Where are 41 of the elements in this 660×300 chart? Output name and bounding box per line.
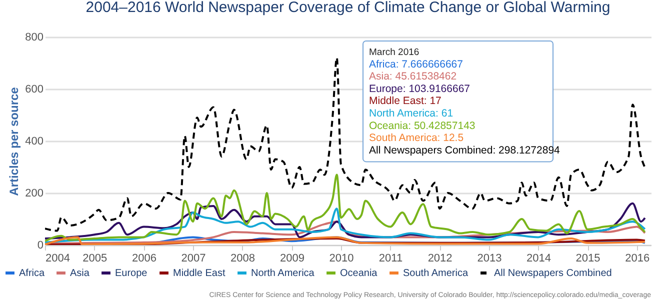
- annotation: Middle East: 17: [369, 95, 442, 108]
- x-tick-label: 2009: [280, 252, 304, 264]
- legend-label: North America: [251, 268, 315, 279]
- legend-label: South America: [403, 268, 468, 279]
- y-tick-label: 800: [25, 32, 44, 44]
- legend-label: Middle East: [173, 268, 226, 279]
- chart-title: 2004–2016 World Newspaper Coverage of Climate Change or Global Warming: [86, 0, 610, 16]
- y-tick-label: 600: [25, 84, 44, 96]
- annotation: March 2016: [369, 47, 420, 58]
- annotation: Asia: 45.61538462: [369, 70, 457, 83]
- y-axis-title: Articles per source: [7, 86, 22, 196]
- line-series: [45, 174, 646, 242]
- legend-label: Europe: [115, 268, 148, 279]
- legend-label: All Newspapers Combined: [494, 268, 612, 279]
- line-series: [45, 202, 646, 240]
- x-tick-label: 2012: [428, 252, 452, 264]
- x-tick-label: 2007: [181, 252, 206, 264]
- y-tick-label: 200: [25, 188, 44, 200]
- annotation: All Newspapers Combined: 298.1272894: [369, 144, 560, 156]
- x-tick-label: 2008: [230, 252, 256, 264]
- y-tick-label: 400: [25, 136, 44, 148]
- annotation: Europe: 103.9166667: [369, 82, 470, 95]
- annotation: Africa: 7.666666667: [369, 58, 464, 70]
- x-tick-label: 2010: [329, 252, 354, 264]
- annotation: South America: 12.5: [369, 132, 464, 144]
- x-tick-label: 2004: [46, 252, 70, 264]
- x-tick-label: 2005: [82, 252, 108, 264]
- y-tick-label: 0: [37, 240, 44, 252]
- x-tick-label: 2015: [576, 252, 600, 264]
- x-tick-label: 2006: [132, 252, 156, 264]
- line-series: [45, 208, 646, 244]
- x-tick-label: 2016: [625, 252, 650, 264]
- annotation: Oceania: 50.42857143: [369, 120, 476, 132]
- x-tick-label: 2014: [526, 252, 551, 264]
- line-series: [45, 56, 646, 232]
- legend-label: Asia: [70, 268, 90, 279]
- x-tick-label: 2013: [477, 252, 502, 264]
- legend-label: Oceania: [340, 268, 378, 279]
- x-tick-label: 2011: [378, 252, 403, 264]
- legend-label: Africa: [19, 268, 45, 279]
- annotation: North America: 61: [369, 108, 454, 120]
